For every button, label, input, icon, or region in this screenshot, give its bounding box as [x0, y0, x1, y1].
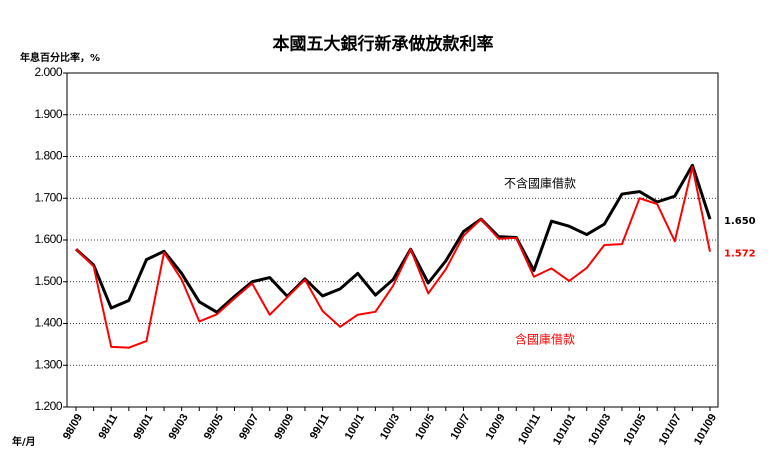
x-tick-label: 98/09 [61, 412, 85, 442]
series-line [75, 165, 711, 349]
value-label: 1.650 [724, 216, 756, 227]
x-axis-label: 年/月 [12, 435, 36, 448]
series-line [74, 163, 712, 314]
x-tick-label: 100/11 [516, 412, 543, 447]
x-tick-label: 101/01 [551, 412, 578, 447]
x-tick-label: 100/5 [413, 412, 437, 442]
y-tick-label: 1.600 [34, 232, 62, 246]
chart-title: 本國五大銀行新承做放款利率 [273, 34, 494, 55]
x-tick-label: 100/3 [378, 412, 402, 442]
x-tick-label: 99/01 [131, 412, 155, 442]
y-tick-label: 1.200 [34, 399, 62, 413]
x-tick-label: 99/07 [237, 412, 261, 442]
y-tick-label: 1.300 [34, 357, 62, 371]
x-tick-label: 101/07 [657, 412, 684, 447]
x-tick-label: 99/03 [167, 412, 191, 442]
x-tick-label: 101/09 [692, 412, 719, 447]
x-tick-label: 99/05 [202, 412, 226, 442]
y-tick-label: 1.400 [34, 316, 62, 330]
x-tick-label: 100/9 [484, 412, 508, 442]
x-tick-label: 101/05 [621, 412, 648, 447]
y-tick-label: 1.800 [34, 149, 62, 163]
x-tick-label: 99/11 [308, 412, 332, 441]
x-tick-label: 101/03 [586, 412, 613, 447]
x-tick-label: 100/7 [448, 412, 472, 442]
y-tick-label: 1.900 [34, 107, 62, 121]
x-tick-label: 100/1 [343, 412, 367, 442]
y-axis-label: 年息百分比率，% [20, 51, 100, 64]
series-name: 含國庫借款 [515, 332, 575, 347]
value-label: 1.572 [724, 249, 756, 260]
y-tick-label: 1.500 [34, 274, 62, 288]
y-tick-label: 2.000 [34, 65, 62, 79]
plot-frame [66, 72, 719, 408]
y-tick-label: 1.700 [34, 190, 62, 204]
x-tick-label: 99/09 [272, 412, 296, 442]
x-tick-label: 98/11 [96, 412, 120, 441]
series-name: 不含國庫借款 [504, 176, 576, 191]
